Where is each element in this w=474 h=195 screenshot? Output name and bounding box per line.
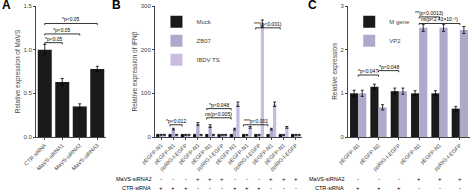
svg-text:-: -	[378, 176, 380, 182]
svg-text:ppRIG-I-EGFP: ppRIG-I-EGFP	[269, 142, 299, 172]
svg-text:*p<0.05: *p<0.05	[53, 27, 71, 33]
svg-text:**(p<0.0013): **(p<0.0013)	[415, 10, 444, 16]
svg-text:Relative expression of MaVS: Relative expression of MaVS	[14, 29, 22, 113]
svg-text:pEGFP-N1: pEGFP-N1	[358, 142, 381, 165]
svg-text:*p<0.012: *p<0.012	[166, 118, 186, 124]
svg-text:-: -	[295, 185, 297, 191]
svg-text:100: 100	[141, 90, 152, 96]
svg-text:-: -	[172, 176, 174, 182]
svg-text:pEGFP-N1: pEGFP-N1	[141, 142, 164, 165]
svg-text:ZB07: ZB07	[196, 38, 211, 44]
svg-text:CTR-siRNA: CTR-siRNA	[315, 185, 344, 191]
svg-text:*p<0.047: *p<0.047	[358, 68, 378, 74]
svg-text:***(p<0.001): ***(p<0.001)	[254, 21, 282, 27]
svg-text:0.0: 0.0	[23, 134, 32, 140]
svg-text:ppRIG-I-EGFP: ppRIG-I-EGFP	[232, 142, 262, 172]
svg-text:+: +	[233, 185, 237, 191]
svg-text:ppRIG-I-EGFP: ppRIG-I-EGFP	[433, 142, 463, 172]
svg-text:pEGFP-N1: pEGFP-N1	[399, 142, 422, 165]
svg-text:3: 3	[340, 3, 344, 9]
svg-text:CTR-siRNA: CTR-siRNA	[122, 185, 151, 191]
svg-text:-: -	[197, 185, 199, 191]
svg-text:CTR-siRNA: CTR-siRNA	[23, 142, 48, 167]
svg-text:+: +	[196, 176, 200, 182]
svg-text:-: -	[246, 176, 248, 182]
svg-text:+: +	[208, 176, 212, 182]
svg-text:-: -	[270, 185, 272, 191]
svg-text:ns(p<2.43×10⁻³): ns(p<2.43×10⁻³)	[421, 16, 458, 22]
svg-text:2: 2	[340, 47, 344, 53]
svg-text:*p<0.05: *p<0.05	[45, 36, 63, 42]
svg-text:0: 0	[147, 134, 151, 140]
svg-text:-: -	[234, 176, 236, 182]
svg-text:MaVS-siRNA2: MaVS-siRNA2	[116, 176, 151, 182]
svg-text:-: -	[439, 185, 441, 191]
svg-text:-: -	[258, 176, 260, 182]
svg-text:MaVS-siRNA1: MaVS-siRNA1	[36, 142, 65, 171]
svg-text:+: +	[257, 185, 261, 191]
svg-text:ppRIG-I-EGFP: ppRIG-I-EGFP	[195, 142, 225, 172]
svg-text:IBDV TS: IBDV TS	[196, 57, 219, 63]
svg-text:pEGFP-N1: pEGFP-N1	[153, 142, 176, 165]
svg-text:+: +	[458, 176, 462, 182]
svg-text:-: -	[185, 176, 187, 182]
svg-text:-: -	[209, 185, 211, 191]
svg-text:Mock: Mock	[196, 19, 211, 25]
svg-text:pEGFP-N1: pEGFP-N1	[177, 142, 200, 165]
svg-text:MaVS-siRNA2: MaVS-siRNA2	[309, 176, 344, 182]
svg-text:+: +	[397, 185, 401, 191]
svg-text:pEGFP-N1: pEGFP-N1	[226, 142, 249, 165]
svg-text:+: +	[294, 176, 298, 182]
svg-text:-: -	[459, 185, 461, 191]
svg-text:200: 200	[141, 47, 152, 53]
svg-text:-: -	[398, 176, 400, 182]
svg-text:+: +	[377, 185, 381, 191]
svg-text:pEGFP-N1: pEGFP-N1	[251, 142, 274, 165]
svg-text:-: -	[283, 185, 285, 191]
svg-text:+: +	[184, 185, 188, 191]
svg-text:C: C	[308, 0, 317, 12]
svg-text:-: -	[418, 185, 420, 191]
svg-text:1: 1	[340, 90, 344, 96]
svg-text:+: +	[282, 176, 286, 182]
svg-text:+: +	[438, 176, 442, 182]
svg-text:1.5: 1.5	[23, 3, 32, 9]
svg-text:*p<0.048: *p<0.048	[379, 64, 399, 70]
svg-text:MaVS-siRNA3: MaVS-siRNA3	[71, 142, 100, 171]
svg-text:pEGFP-N1: pEGFP-N1	[263, 142, 286, 165]
svg-text:+: +	[417, 176, 421, 182]
svg-text:0: 0	[340, 134, 344, 140]
svg-text:-: -	[357, 176, 359, 182]
svg-text:pEGFP-N1: pEGFP-N1	[419, 142, 442, 165]
svg-text:-: -	[221, 185, 223, 191]
svg-text:***p<0.001: ***p<0.001	[244, 118, 268, 124]
svg-text:-: -	[160, 176, 162, 182]
svg-text:pEGFP-N1: pEGFP-N1	[338, 142, 361, 165]
svg-text:+: +	[159, 185, 163, 191]
svg-text:ppRIG-I-EGFP: ppRIG-I-EGFP	[372, 142, 402, 172]
svg-text:ppRIG-I-EGFP: ppRIG-I-EGFP	[159, 142, 189, 172]
svg-text:+: +	[356, 185, 360, 191]
svg-text:0.5: 0.5	[23, 90, 32, 96]
svg-text:*p<0.048: *p<0.048	[209, 102, 229, 108]
svg-text:ns(p<0.005): ns(p<0.005)	[205, 111, 232, 117]
svg-text:+: +	[220, 176, 224, 182]
svg-text:pEGFP-N1: pEGFP-N1	[214, 142, 237, 165]
svg-text:+: +	[171, 185, 175, 191]
svg-text:MaVS-siRNA2: MaVS-siRNA2	[53, 142, 82, 171]
svg-text:+: +	[269, 176, 273, 182]
svg-text:B: B	[112, 0, 121, 12]
svg-text:Relative expression: Relative expression	[331, 43, 339, 100]
svg-text:pEGFP-N1: pEGFP-N1	[190, 142, 213, 165]
svg-text:300: 300	[141, 3, 152, 9]
svg-text:*p<0.05: *p<0.05	[62, 16, 80, 22]
svg-text:M gene: M gene	[389, 19, 410, 25]
svg-text:1.0: 1.0	[23, 47, 32, 53]
svg-text:A: A	[2, 0, 11, 12]
svg-text:VP2: VP2	[389, 38, 401, 44]
svg-text:+: +	[245, 185, 249, 191]
svg-text:Relative expression of IFNβ: Relative expression of IFNβ	[131, 31, 139, 111]
